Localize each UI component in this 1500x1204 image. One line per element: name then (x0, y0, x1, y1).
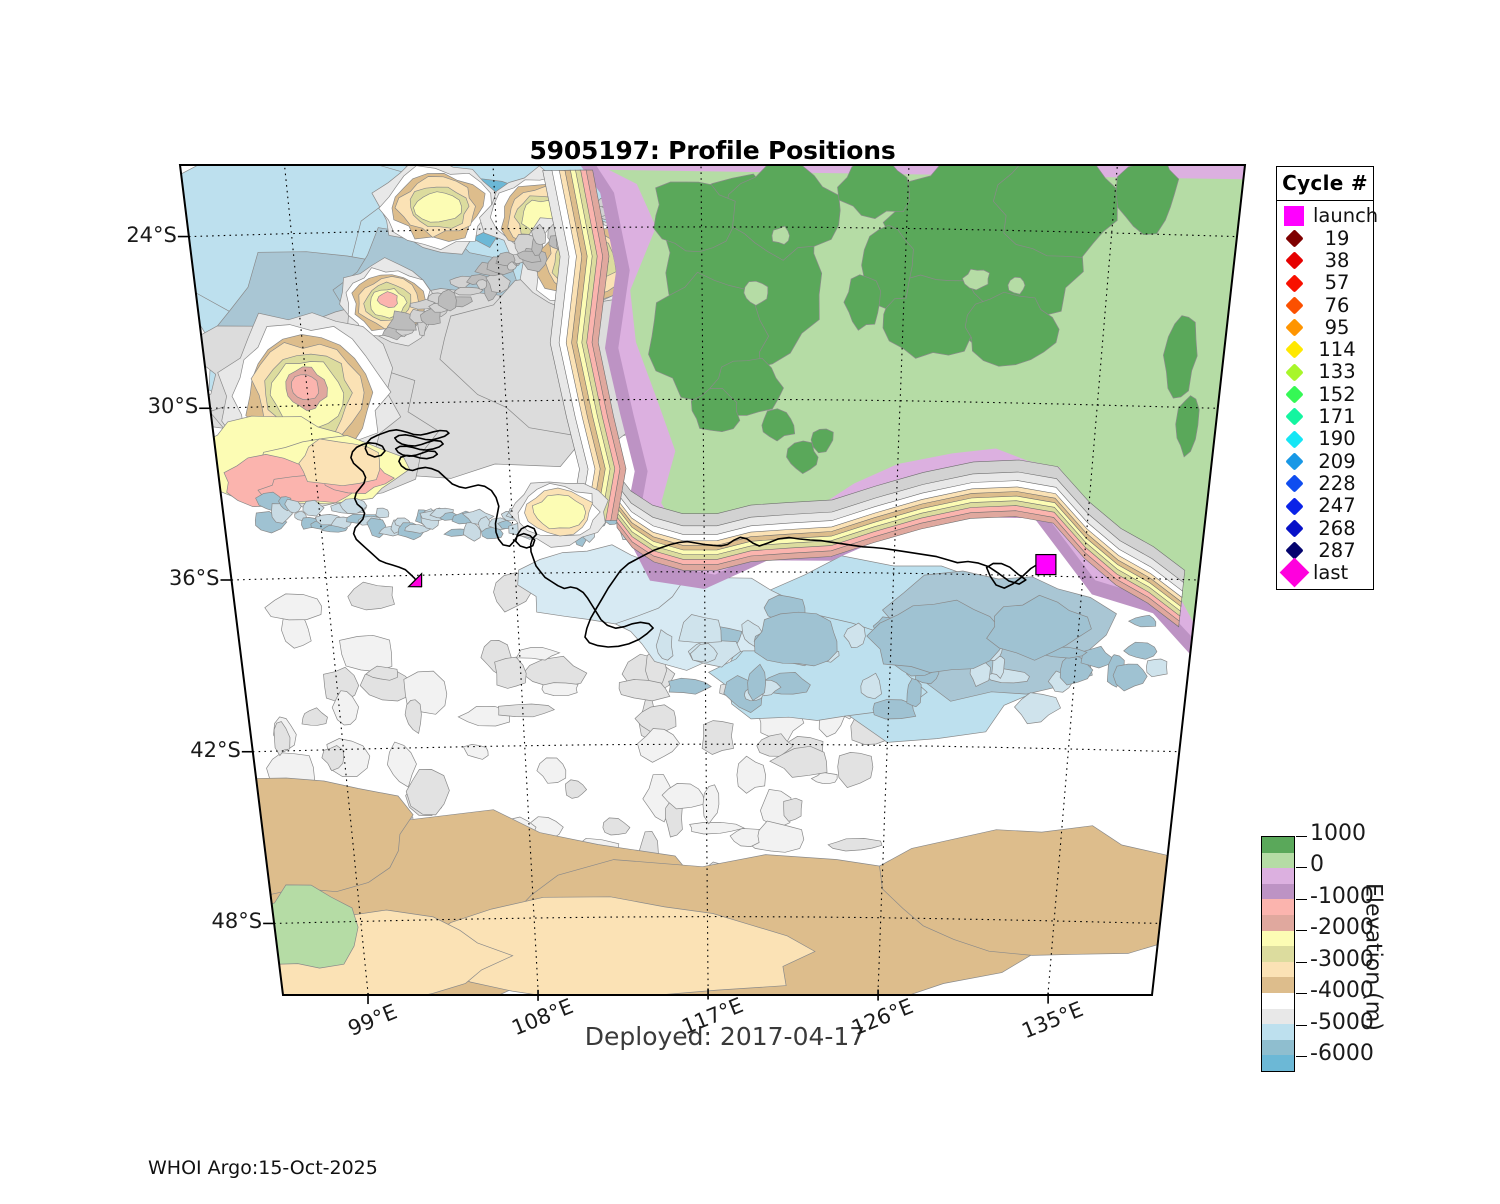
colorbar-band (1262, 1055, 1294, 1071)
lat-tick-label: 30°S (147, 394, 199, 419)
legend-title: Cycle # (1277, 167, 1373, 201)
legend-item-19: 19 (1277, 227, 1373, 249)
legend-item-76: 76 (1277, 294, 1373, 316)
legend-item-190: 190 (1277, 428, 1373, 450)
colorbar-band (1262, 1039, 1294, 1056)
legend-swatch-icon (1283, 363, 1305, 382)
legend-item-95: 95 (1277, 316, 1373, 338)
colorbar-tick-label: -3000 (1310, 946, 1374, 972)
legend-swatch-icon (1283, 385, 1305, 404)
legend-swatch-icon (1283, 452, 1305, 471)
legend-swatch-icon (1283, 340, 1305, 360)
colorbar-band (1262, 837, 1294, 853)
page-title: 5905197: Profile Positions (529, 136, 896, 165)
legend-item-launch: launch (1277, 205, 1378, 227)
cycle-legend: Cycle # launch 19 38 57 76 95 114 133 152 171 190 2… (1276, 166, 1378, 591)
legend-swatch-icon (1283, 229, 1305, 248)
legend-label: 268 (1318, 516, 1356, 540)
legend-label: 247 (1318, 494, 1356, 518)
colorbar-band (1262, 946, 1294, 962)
legend-label: 190 (1318, 427, 1356, 451)
colorbar-band (1262, 1024, 1294, 1040)
legend-label: 171 (1318, 405, 1356, 429)
legend-label: 95 (1324, 315, 1350, 339)
legend-label: last (1313, 561, 1349, 585)
colorbar-tick-mark (1296, 993, 1307, 995)
lat-tick-label: 48°S (211, 909, 263, 934)
colorbar-tick-mark (1296, 1024, 1307, 1026)
colorbar-tick-label: 1000 (1310, 821, 1366, 846)
colorbar-band (1262, 1008, 1294, 1025)
legend-swatch-icon (1283, 296, 1305, 315)
deployed-caption: Deployed: 2017-04-17 (584, 1022, 866, 1051)
legend-swatch-icon (1283, 541, 1305, 560)
legend-item-247: 247 (1277, 495, 1373, 517)
legend-item-57: 57 (1277, 272, 1373, 294)
colorbar-band (1262, 852, 1294, 869)
legend-label: 19 (1324, 226, 1350, 250)
legend-label: 114 (1318, 338, 1356, 362)
legend-item-114: 114 (1277, 339, 1373, 361)
colorbar-band (1262, 899, 1294, 915)
legend-label: 38 (1324, 248, 1350, 272)
legend-swatch-icon (1283, 206, 1305, 227)
colorbar-band (1262, 992, 1294, 1009)
colorbar-tick-mark (1296, 930, 1307, 932)
colorbar-band (1262, 930, 1294, 947)
legend-label: 133 (1318, 360, 1356, 384)
legend-label: 152 (1318, 382, 1356, 406)
legend-swatch-icon (1283, 519, 1305, 538)
elevation-colorbar (1261, 836, 1295, 1072)
colorbar-band (1262, 914, 1294, 931)
footer-credit: WHOI Argo:15-Oct-2025 (148, 1157, 378, 1179)
colorbar-tick-mark (1296, 867, 1307, 869)
legend-item-268: 268 (1277, 517, 1373, 539)
colorbar-tick-mark (1296, 961, 1307, 963)
colorbar-tick-label: 0 (1310, 852, 1324, 878)
legend-label: 287 (1318, 538, 1356, 562)
colorbar-tick-label: -4000 (1310, 978, 1374, 1004)
legend-item-last: last (1277, 558, 1373, 588)
colorbar-band (1262, 868, 1294, 884)
legend-item-209: 209 (1277, 450, 1373, 472)
legend-swatch-icon (1279, 558, 1309, 588)
colorbar-tick-label: -6000 (1310, 1041, 1374, 1067)
legend-item-152: 152 (1277, 383, 1373, 405)
colorbar-band (1262, 883, 1294, 900)
legend-label: launch (1313, 204, 1379, 228)
legend-swatch-icon (1283, 407, 1305, 427)
legend-item-133: 133 (1277, 361, 1373, 383)
colorbar-tick-label: -1000 (1310, 883, 1374, 909)
legend-items: launch 19 38 57 76 95 114 133 152 171 190 209 228 247… (1277, 201, 1378, 589)
colorbar-tick-label: -2000 (1310, 915, 1374, 941)
legend-label: 228 (1318, 471, 1356, 495)
legend-swatch-icon (1283, 429, 1305, 449)
lat-tick-label: 36°S (168, 566, 220, 590)
legend-swatch-icon (1283, 251, 1305, 270)
legend-item-228: 228 (1277, 473, 1373, 495)
legend-label: 76 (1324, 293, 1350, 317)
legend-label: 209 (1318, 449, 1356, 473)
lat-tick-label: 24°S (126, 222, 177, 247)
colorbar-band (1262, 977, 1294, 993)
colorbar-tick-label: -5000 (1310, 1009, 1374, 1035)
colorbar-tick-mark (1296, 898, 1307, 900)
colorbar-title: Elevation (m) (1360, 883, 1386, 1031)
colorbar-band (1262, 961, 1294, 978)
legend-item-38: 38 (1277, 250, 1373, 272)
colorbar-tick-mark (1296, 1056, 1307, 1058)
legend-item-171: 171 (1277, 406, 1373, 428)
legend-swatch-icon (1283, 496, 1305, 516)
legend-label: 57 (1324, 271, 1350, 295)
legend-swatch-icon (1283, 273, 1305, 293)
lat-tick-label: 42°S (190, 737, 241, 762)
legend-swatch-icon (1283, 474, 1305, 493)
legend-swatch-icon (1283, 318, 1305, 337)
colorbar-tick-mark (1296, 836, 1307, 837)
legend-item-287: 287 (1277, 539, 1373, 561)
